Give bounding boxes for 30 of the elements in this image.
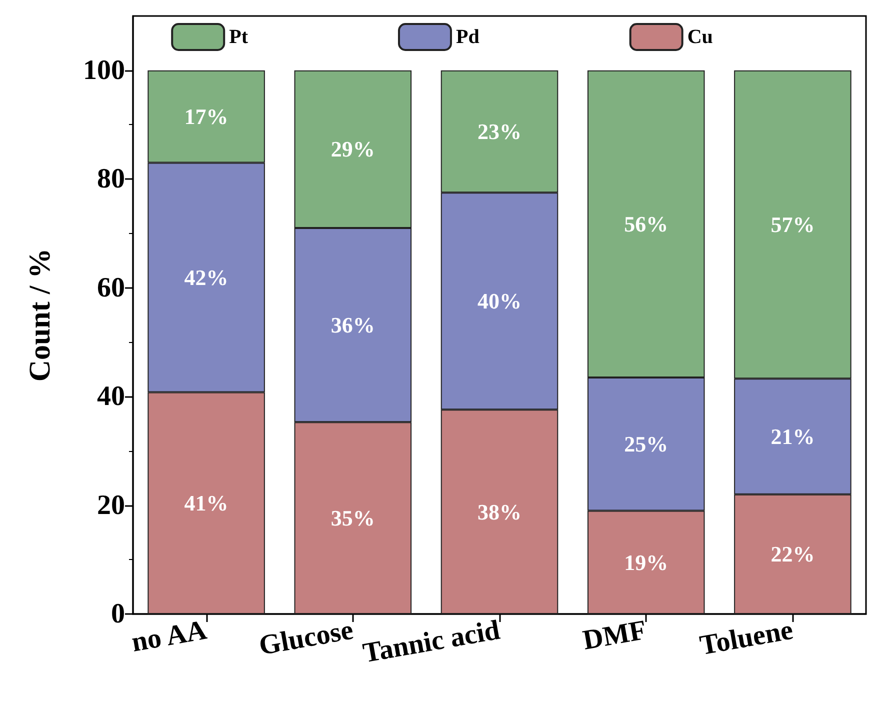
- y-axis-title: Count / %: [24, 248, 56, 382]
- data-label: 56%: [624, 211, 668, 236]
- x-tick-label: no AA: [129, 614, 210, 658]
- y-tick-label: 40: [97, 381, 125, 412]
- data-label: 38%: [478, 499, 522, 524]
- x-tick-label: Glucose: [256, 614, 356, 662]
- data-label: 57%: [770, 212, 815, 237]
- y-tick-label: 100: [83, 54, 125, 86]
- x-tick-label: Tannic acid: [360, 614, 503, 670]
- x-tick-label: DMF: [580, 614, 649, 656]
- data-label: 21%: [770, 424, 815, 450]
- data-label: 41%: [184, 490, 228, 516]
- data-label: 40%: [478, 288, 522, 314]
- legend-label: Cu: [687, 26, 713, 48]
- data-label: 42%: [184, 264, 228, 290]
- legend-label: Pd: [456, 26, 480, 48]
- legend-label: Pt: [229, 26, 248, 48]
- y-tick-label: 60: [97, 272, 125, 304]
- data-label: 36%: [330, 312, 375, 338]
- data-label: 29%: [330, 136, 375, 162]
- y-tick-label: 20: [97, 490, 125, 521]
- data-label: 17%: [184, 104, 228, 130]
- y-tick-label: 0: [111, 598, 125, 630]
- data-label: 23%: [478, 119, 522, 144]
- data-label: 22%: [770, 542, 815, 567]
- data-label: 35%: [330, 506, 375, 531]
- data-label: 25%: [624, 432, 668, 457]
- data-label: 19%: [624, 550, 668, 575]
- y-tick-label: 80: [97, 164, 125, 195]
- x-tick-label: Toluene: [698, 614, 796, 662]
